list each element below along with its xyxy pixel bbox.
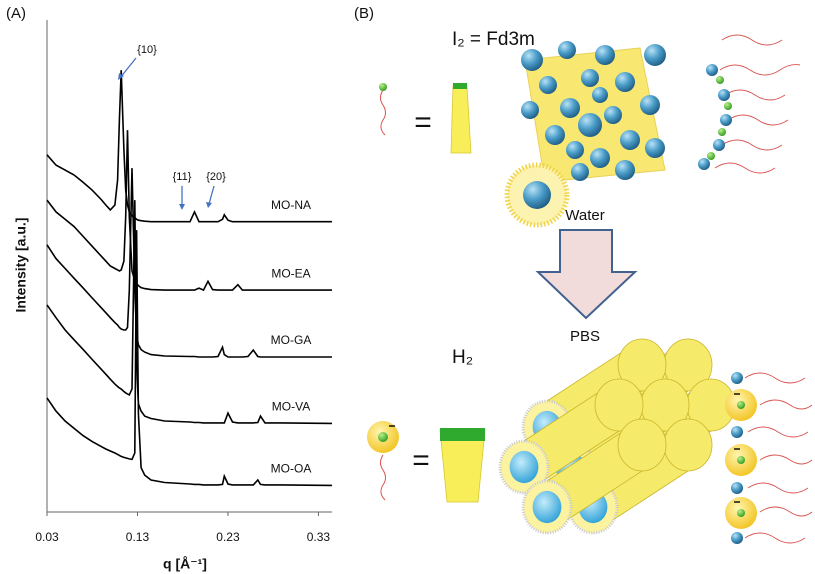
x-tick-label: 0.33 xyxy=(307,530,331,544)
x-axis-label: q [Å⁻¹] xyxy=(163,556,207,572)
x-tick-label: 0.03 xyxy=(35,530,59,544)
series-label: MO-EA xyxy=(271,266,310,280)
annotation-arrow xyxy=(209,186,214,204)
y-axis-label: Intensity [a.u.] xyxy=(13,218,29,313)
monolayer-chain xyxy=(698,35,800,173)
series-label: MO-NA xyxy=(271,198,311,212)
water-channel xyxy=(510,451,539,483)
arrow-head xyxy=(179,204,185,210)
charged-chain xyxy=(725,372,812,544)
equals-sign: = xyxy=(414,106,432,139)
annotation: {11} xyxy=(173,171,192,183)
equals-sign: = xyxy=(412,444,430,477)
phase-label: H₂ xyxy=(452,347,473,368)
series-label: MO-GA xyxy=(271,333,312,347)
arrow-head xyxy=(206,202,212,208)
cone-shape xyxy=(440,428,485,502)
cubic-lattice xyxy=(507,41,666,225)
condition-label: PBS xyxy=(570,328,600,345)
cylinder-end xyxy=(618,419,666,471)
series-label: MO-VA xyxy=(272,400,310,414)
series-line xyxy=(47,200,332,423)
figure: (A) Intensity [a.u.] q [Å⁻¹] 0.03 0.13 0.2… xyxy=(0,0,815,574)
hexagonal-cylinders xyxy=(500,339,735,533)
annotation-arrow xyxy=(120,58,136,78)
water-channel xyxy=(533,491,562,523)
series-label: MO-OA xyxy=(271,462,312,476)
panel-label: (B) xyxy=(354,5,374,22)
phase-label: I₂ = Fd3m xyxy=(452,29,535,50)
plot-area: 0.03 0.13 0.23 0.33 MO-NA MO-EA MO-GA MO-VA MO-O… xyxy=(35,20,332,544)
annotation: {20} xyxy=(206,171,226,183)
lipid-molecule xyxy=(379,83,387,135)
transition-arrow xyxy=(538,230,635,318)
annotation: {10} xyxy=(137,44,157,56)
x-tick-label: 0.23 xyxy=(216,530,240,544)
wedge-shape xyxy=(451,83,471,153)
series-line xyxy=(47,168,332,357)
charged-lipid xyxy=(367,421,399,500)
x-tick-label: 0.13 xyxy=(126,530,150,544)
panel-label: (A) xyxy=(6,5,26,22)
condition-label: Water xyxy=(565,207,604,224)
cylinder-end xyxy=(664,419,712,471)
